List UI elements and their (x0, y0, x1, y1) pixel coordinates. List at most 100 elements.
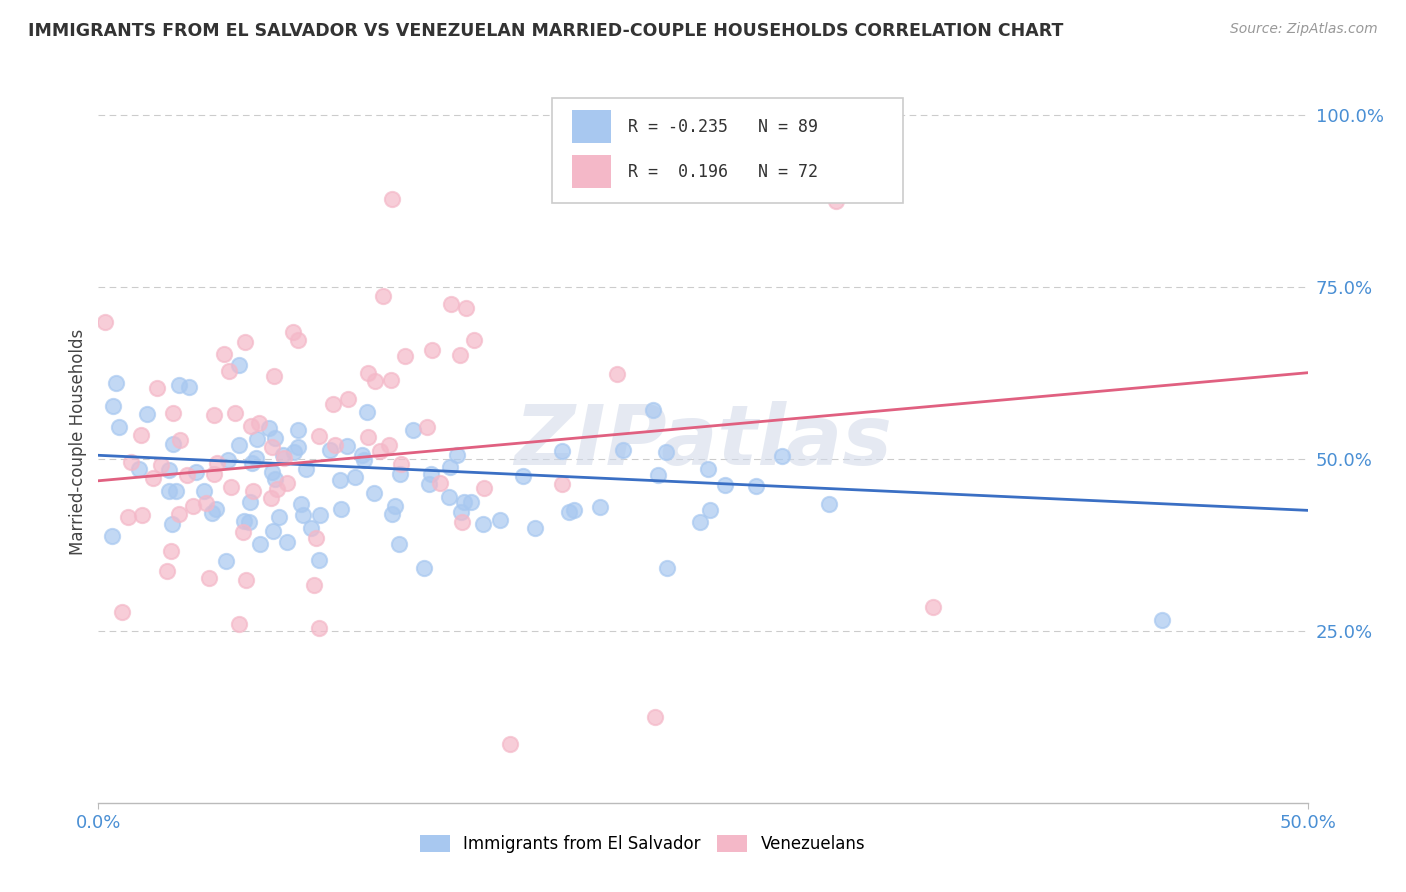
Point (295, 462, 318, 476)
Point (205, 502, 228, 516)
Point (156, 564, 179, 578)
Point (245, 450, 267, 465)
Point (657, 561, 679, 575)
Point (145, 381, 167, 395)
Point (329, 502, 352, 516)
Point (356, 405, 378, 419)
Point (388, 536, 411, 550)
Point (103, 400, 125, 414)
Point (308, 553, 330, 567)
Text: R = -0.235   N = 89: R = -0.235 N = 89 (628, 118, 818, 136)
Point (381, 507, 404, 521)
Point (287, 423, 309, 437)
Point (412, 561, 434, 575)
Point (453, 495, 475, 509)
Point (246, 433, 269, 447)
Point (167, 378, 190, 392)
Point (150, 458, 173, 472)
Point (176, 467, 198, 482)
Point (308, 621, 330, 635)
FancyBboxPatch shape (572, 155, 612, 188)
Point (201, 506, 224, 520)
Point (239, 495, 262, 509)
Point (449, 348, 471, 362)
Point (418, 476, 440, 491)
Point (378, 438, 401, 452)
Point (287, 333, 309, 347)
Point (713, 477, 735, 491)
Point (100, 529, 122, 543)
Point (267, 510, 290, 524)
Point (262, 524, 284, 539)
Legend: Immigrants from El Salvador, Venezuelans: Immigrants from El Salvador, Venezuelans (413, 828, 872, 860)
Point (381, 192, 404, 206)
Point (195, 496, 218, 510)
Point (224, 406, 246, 420)
Point (551, 443, 574, 458)
Point (343, 470, 366, 484)
Point (232, 514, 254, 528)
Point (276, 476, 298, 491)
Point (157, 463, 180, 477)
Point (157, 483, 180, 498)
Point (419, 467, 441, 481)
Point (557, 505, 579, 519)
Point (219, 480, 242, 494)
Point (363, 486, 385, 500)
Point (818, 497, 841, 511)
Point (281, 325, 304, 339)
Point (205, 456, 228, 470)
Point (512, 468, 534, 483)
Point (247, 416, 270, 430)
Point (551, 477, 574, 491)
Point (364, 375, 387, 389)
Point (212, 346, 235, 360)
Point (644, 710, 666, 724)
Point (323, 437, 346, 451)
Point (217, 453, 239, 467)
Point (111, 605, 134, 619)
Point (606, 368, 628, 382)
Point (240, 456, 263, 470)
Point (169, 433, 191, 447)
Point (273, 450, 295, 465)
Point (1152, 614, 1174, 628)
Point (357, 430, 380, 444)
Point (825, 194, 848, 208)
Point (460, 494, 482, 508)
Point (105, 376, 128, 390)
Point (135, 407, 157, 421)
Point (120, 455, 142, 469)
Point (107, 419, 129, 434)
Point (389, 457, 412, 471)
Point (165, 484, 187, 499)
Point (235, 573, 257, 587)
Point (260, 465, 283, 479)
Point (322, 396, 344, 410)
Point (242, 484, 264, 499)
Point (290, 497, 312, 511)
Point (689, 515, 711, 529)
Point (337, 392, 360, 406)
Point (181, 500, 204, 514)
Point (283, 445, 305, 459)
Point (308, 429, 330, 443)
Point (450, 505, 472, 519)
Point (429, 475, 451, 490)
Point (202, 409, 225, 423)
Point (264, 431, 287, 445)
Point (589, 500, 612, 514)
Point (142, 471, 165, 485)
Point (239, 418, 262, 433)
Point (249, 537, 271, 551)
Point (454, 301, 477, 315)
Point (489, 513, 512, 527)
Point (233, 335, 256, 350)
Point (921, 599, 943, 614)
Point (357, 366, 380, 380)
Point (273, 449, 295, 463)
Text: ZIPatlas: ZIPatlas (515, 401, 891, 482)
Point (439, 490, 461, 504)
Point (655, 445, 678, 459)
Point (184, 465, 207, 479)
